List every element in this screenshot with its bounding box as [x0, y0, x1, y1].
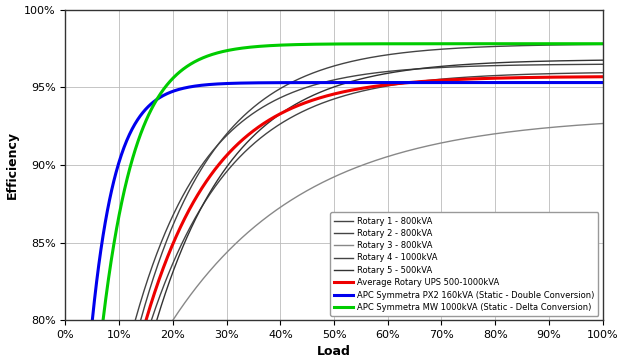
- Rotary 2 - 800kVA: [262, 131, 270, 136]
- Rotary 3 - 800kVA: [495, 131, 502, 135]
- APC Symmetra MW 1000kVA (Static - Delta Conversion): [99, 318, 107, 322]
- Rotary 1 - 800kVA: [599, 62, 607, 67]
- Rotary 2 - 800kVA: [399, 81, 407, 86]
- Average Rotary UPS 500-1000kVA: [414, 80, 422, 84]
- APC Symmetra MW 1000kVA (Static - Delta Conversion): [359, 41, 366, 46]
- Rotary 3 - 800kVA: [169, 318, 177, 322]
- APC Symmetra MW 1000kVA (Static - Delta Conversion): [147, 108, 155, 112]
- Rotary 4 - 1000kVA: [183, 193, 191, 197]
- APC Symmetra PX2 160kVA (Static - Double Conversion): [197, 83, 204, 88]
- Rotary 5 - 500kVA: [588, 58, 595, 63]
- Rotary 5 - 500kVA: [573, 58, 580, 63]
- Rotary 1 - 800kVA: [152, 256, 159, 260]
- Rotary 1 - 800kVA: [266, 100, 274, 105]
- Rotary 2 - 800kVA: [373, 86, 381, 90]
- Rotary 5 - 500kVA: [532, 59, 540, 64]
- Rotary 1 - 800kVA: [132, 318, 139, 322]
- Line: Rotary 2 - 800kVA: Rotary 2 - 800kVA: [152, 73, 603, 320]
- APC Symmetra PX2 160kVA (Static - Double Conversion): [206, 82, 213, 87]
- Rotary 3 - 800kVA: [539, 126, 547, 130]
- Legend: Rotary 1 - 800kVA, Rotary 2 - 800kVA, Rotary 3 - 800kVA, Rotary 4 - 1000kVA, Rot: Rotary 1 - 800kVA, Rotary 2 - 800kVA, Ro…: [330, 212, 598, 316]
- Line: Rotary 5 - 500kVA: Rotary 5 - 500kVA: [157, 60, 603, 320]
- Average Rotary UPS 500-1000kVA: [390, 82, 397, 86]
- APC Symmetra PX2 160kVA (Static - Double Conversion): [314, 80, 321, 85]
- APC Symmetra MW 1000kVA (Static - Delta Conversion): [518, 41, 525, 46]
- Rotary 4 - 1000kVA: [211, 147, 218, 152]
- Rotary 4 - 1000kVA: [213, 144, 221, 148]
- Rotary 3 - 800kVA: [195, 281, 203, 286]
- Rotary 3 - 800kVA: [599, 121, 607, 126]
- Rotary 4 - 1000kVA: [599, 42, 607, 47]
- Rotary 5 - 500kVA: [282, 108, 290, 112]
- Rotary 3 - 800kVA: [430, 142, 437, 147]
- Rotary 1 - 800kVA: [377, 70, 384, 75]
- Rotary 2 - 800kVA: [599, 71, 607, 75]
- APC Symmetra MW 1000kVA (Static - Delta Conversion): [599, 41, 607, 46]
- Line: APC Symmetra PX2 160kVA (Static - Double Conversion): APC Symmetra PX2 160kVA (Static - Double…: [92, 83, 603, 320]
- Rotary 1 - 800kVA: [336, 76, 343, 81]
- Y-axis label: Efficiency: Efficiency: [6, 131, 19, 199]
- Rotary 2 - 800kVA: [452, 76, 459, 80]
- Rotary 5 - 500kVA: [212, 181, 219, 186]
- APC Symmetra MW 1000kVA (Static - Delta Conversion): [386, 41, 394, 46]
- Rotary 5 - 500kVA: [599, 58, 607, 62]
- Average Rotary UPS 500-1000kVA: [192, 195, 200, 200]
- APC Symmetra MW 1000kVA (Static - Delta Conversion): [252, 44, 260, 49]
- X-axis label: Load: Load: [317, 345, 351, 359]
- Average Rotary UPS 500-1000kVA: [502, 76, 509, 80]
- APC Symmetra PX2 160kVA (Static - Double Conversion): [525, 80, 533, 85]
- Rotary 4 - 1000kVA: [187, 186, 195, 190]
- Line: Average Rotary UPS 500-1000kVA: Average Rotary UPS 500-1000kVA: [146, 77, 603, 320]
- Rotary 4 - 1000kVA: [137, 318, 145, 322]
- Rotary 1 - 800kVA: [291, 89, 299, 94]
- Average Rotary UPS 500-1000kVA: [429, 79, 436, 83]
- Rotary 2 - 800kVA: [341, 94, 348, 98]
- APC Symmetra PX2 160kVA (Static - Double Conversion): [471, 80, 479, 85]
- Line: Rotary 4 - 1000kVA: Rotary 4 - 1000kVA: [141, 44, 603, 320]
- Rotary 5 - 500kVA: [305, 95, 312, 100]
- Average Rotary UPS 500-1000kVA: [599, 75, 607, 79]
- APC Symmetra PX2 160kVA (Static - Double Conversion): [599, 80, 607, 85]
- Rotary 3 - 800kVA: [419, 145, 426, 149]
- Line: APC Symmetra MW 1000kVA (Static - Delta Conversion): APC Symmetra MW 1000kVA (Static - Delta …: [103, 44, 603, 320]
- Rotary 3 - 800kVA: [443, 140, 451, 144]
- Rotary 1 - 800kVA: [378, 70, 386, 74]
- Average Rotary UPS 500-1000kVA: [142, 318, 150, 322]
- Rotary 5 - 500kVA: [153, 318, 160, 322]
- APC Symmetra MW 1000kVA (Static - Delta Conversion): [539, 41, 546, 46]
- Rotary 2 - 800kVA: [148, 318, 155, 322]
- Rotary 4 - 1000kVA: [434, 47, 441, 52]
- Rotary 2 - 800kVA: [402, 81, 409, 86]
- Rotary 4 - 1000kVA: [505, 44, 512, 48]
- Average Rotary UPS 500-1000kVA: [596, 75, 603, 79]
- APC Symmetra PX2 160kVA (Static - Double Conversion): [89, 318, 96, 322]
- APC Symmetra PX2 160kVA (Static - Double Conversion): [522, 80, 530, 85]
- Line: Rotary 1 - 800kVA: Rotary 1 - 800kVA: [135, 64, 603, 320]
- Line: Rotary 3 - 800kVA: Rotary 3 - 800kVA: [173, 123, 603, 320]
